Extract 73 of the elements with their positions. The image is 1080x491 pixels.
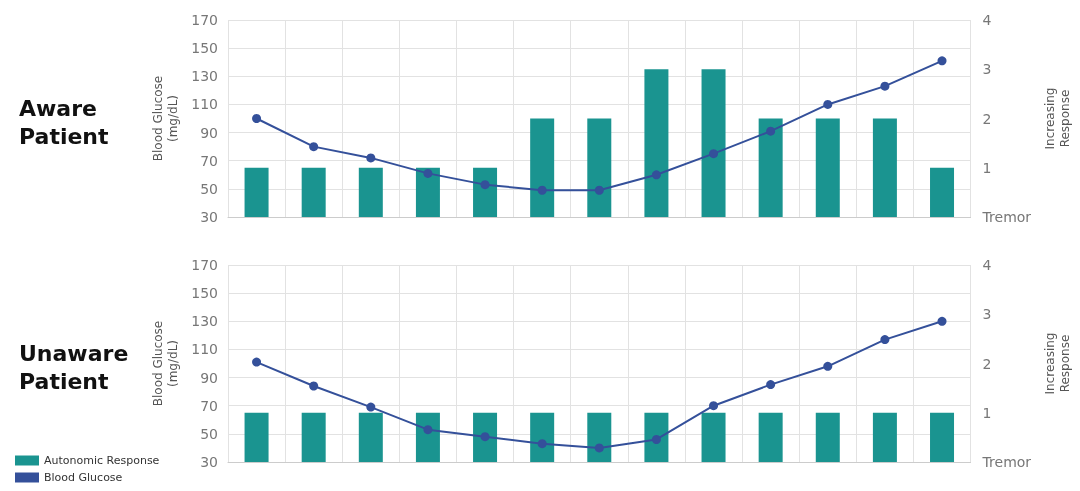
y-axis-title: Blood Glucose (mg/dL) xyxy=(150,320,180,407)
point xyxy=(309,142,319,152)
text: Unaware Patient xyxy=(19,341,129,394)
point xyxy=(309,381,319,391)
y2-axis-title: Increasing Response xyxy=(1042,87,1072,150)
point xyxy=(252,114,262,123)
y-tick-label: 130 xyxy=(191,313,218,330)
point xyxy=(651,170,661,180)
bar xyxy=(530,118,555,217)
y2-tick-label: Tremor xyxy=(981,454,1032,470)
point xyxy=(252,357,262,367)
point xyxy=(480,432,490,442)
point xyxy=(709,401,719,411)
y-axis-title: Blood Glucose (mg/dL) xyxy=(150,75,180,162)
point xyxy=(594,443,604,453)
point xyxy=(766,126,776,136)
y-tick-label: 170 xyxy=(191,12,218,28)
bar xyxy=(930,167,955,217)
y-tick-label: 70 xyxy=(200,397,218,414)
y-tick-label: 30 xyxy=(200,454,218,470)
y-tick-label: 70 xyxy=(200,152,218,169)
y-tick-label: 150 xyxy=(191,40,218,57)
bar xyxy=(415,167,440,217)
bar xyxy=(244,167,269,217)
point xyxy=(594,185,604,195)
y-tick-label: 110 xyxy=(191,96,218,113)
point xyxy=(880,335,890,345)
point xyxy=(423,168,433,178)
point xyxy=(823,99,833,109)
point xyxy=(651,434,661,444)
y2-tick-label: 1 xyxy=(982,159,992,176)
y2-tick-label: 2 xyxy=(982,110,992,127)
y2-tick-label: 4 xyxy=(982,12,992,28)
point xyxy=(709,149,719,159)
bar xyxy=(815,118,840,217)
y2-tick-label: 3 xyxy=(982,61,992,78)
point xyxy=(537,185,547,195)
y-tick-label: 50 xyxy=(200,425,218,442)
legend-label: Blood Glucose xyxy=(44,471,123,484)
y2-tick-label: 1 xyxy=(982,404,992,421)
point xyxy=(823,361,833,371)
bar xyxy=(587,118,612,217)
point xyxy=(423,425,433,435)
point xyxy=(937,316,947,326)
bar xyxy=(758,118,783,217)
point xyxy=(366,153,376,163)
y2-axis-title: Increasing Response xyxy=(1042,332,1072,395)
bar xyxy=(644,69,669,217)
y-tick-label: 90 xyxy=(200,124,218,141)
bar xyxy=(701,69,726,217)
y-tick-label: 150 xyxy=(191,285,218,302)
point xyxy=(937,56,947,66)
legend-label: Autonomic Response xyxy=(44,454,160,467)
bar xyxy=(473,167,498,217)
y-tick-label: 170 xyxy=(191,257,218,273)
y2-tick-label: Tremor xyxy=(981,209,1032,225)
point xyxy=(537,439,547,449)
bar xyxy=(872,118,897,217)
text: Aware Patient xyxy=(19,96,110,149)
bar xyxy=(301,167,326,217)
point xyxy=(480,180,490,190)
y2-tick-label: 4 xyxy=(982,257,992,273)
bar xyxy=(358,167,383,217)
point xyxy=(880,81,890,91)
y-tick-label: 90 xyxy=(200,369,218,386)
y-tick-label: 110 xyxy=(191,341,218,358)
y-tick-label: 130 xyxy=(191,68,218,85)
point xyxy=(366,402,376,412)
y2-tick-label: 3 xyxy=(982,306,992,323)
point xyxy=(766,380,776,390)
y-tick-label: 30 xyxy=(200,209,218,225)
y2-tick-label: 2 xyxy=(982,355,992,372)
y-tick-label: 50 xyxy=(200,180,218,197)
